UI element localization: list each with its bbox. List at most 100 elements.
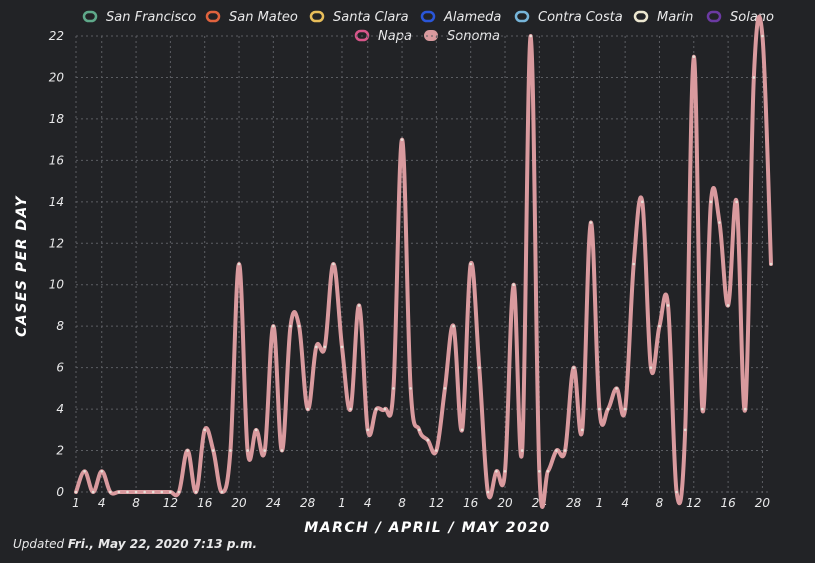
data-point[interactable] <box>306 407 309 411</box>
data-point[interactable] <box>615 387 618 390</box>
data-point[interactable] <box>606 407 610 411</box>
data-point[interactable] <box>383 407 387 411</box>
data-point[interactable] <box>203 428 207 432</box>
data-point[interactable] <box>220 490 224 494</box>
data-point[interactable] <box>477 366 481 369</box>
data-point[interactable] <box>332 262 335 266</box>
data-point[interactable] <box>658 324 661 328</box>
data-point[interactable] <box>572 366 575 369</box>
data-point[interactable] <box>409 387 412 390</box>
data-point[interactable] <box>640 200 644 204</box>
data-point[interactable] <box>735 200 738 204</box>
data-point[interactable] <box>357 304 361 307</box>
legend-item-san-francisco[interactable]: San Francisco <box>82 10 196 25</box>
data-point[interactable] <box>675 490 678 494</box>
data-point[interactable] <box>692 55 696 59</box>
data-point[interactable] <box>109 490 112 494</box>
x-tick-label: 28 <box>566 496 582 510</box>
data-point[interactable] <box>280 449 284 452</box>
data-point[interactable] <box>186 449 189 452</box>
legend-swatch <box>309 10 325 23</box>
data-point[interactable] <box>366 428 370 432</box>
data-point[interactable] <box>495 469 498 473</box>
data-point[interactable] <box>460 428 464 432</box>
data-point[interactable] <box>91 490 95 494</box>
data-point[interactable] <box>375 407 378 411</box>
data-point[interactable] <box>400 138 404 141</box>
data-point[interactable] <box>563 449 567 452</box>
data-point[interactable] <box>246 449 249 452</box>
data-point[interactable] <box>649 366 653 369</box>
legend-item-alameda[interactable]: Alameda <box>420 10 501 25</box>
data-point[interactable] <box>683 428 687 432</box>
data-point[interactable] <box>623 407 627 411</box>
data-point[interactable] <box>229 449 232 452</box>
data-point[interactable] <box>297 324 301 328</box>
legend-label: Marin <box>657 10 693 25</box>
data-point[interactable] <box>486 490 490 494</box>
data-point[interactable] <box>160 490 164 494</box>
data-point[interactable] <box>743 407 747 411</box>
x-tick-label: 1 <box>596 496 604 510</box>
data-point[interactable] <box>211 449 215 452</box>
data-point[interactable] <box>323 345 327 349</box>
data-point[interactable] <box>546 469 550 473</box>
legend-item-san-mateo[interactable]: San Mateo <box>205 10 298 25</box>
data-point[interactable] <box>263 449 267 452</box>
x-axis-title: MARCH / APRIL / MAY 2020 <box>304 520 550 536</box>
data-point[interactable] <box>237 262 241 266</box>
data-point[interactable] <box>340 345 344 349</box>
data-point[interactable] <box>666 304 670 307</box>
data-point[interactable] <box>520 449 524 452</box>
data-point[interactable] <box>417 428 421 432</box>
data-point[interactable] <box>349 407 352 411</box>
data-point[interactable] <box>598 407 601 411</box>
data-point[interactable] <box>761 34 764 38</box>
data-point[interactable] <box>538 469 541 473</box>
data-point[interactable] <box>169 490 172 494</box>
data-point[interactable] <box>580 428 584 432</box>
data-point[interactable] <box>435 449 438 452</box>
data-point[interactable] <box>503 469 507 473</box>
data-point[interactable] <box>74 490 78 494</box>
data-point[interactable] <box>194 490 198 494</box>
data-point[interactable] <box>632 262 636 266</box>
data-point[interactable] <box>314 345 318 349</box>
legend-item-contra-costa[interactable]: Contra Costa <box>514 10 623 25</box>
data-point[interactable] <box>752 76 756 79</box>
data-point[interactable] <box>555 449 558 452</box>
data-point[interactable] <box>134 490 138 494</box>
x-tick-label: 20 <box>497 496 513 510</box>
data-point[interactable] <box>443 387 447 390</box>
data-point[interactable] <box>718 221 721 224</box>
data-point[interactable] <box>426 438 430 442</box>
legend-item-solano[interactable]: Solano <box>706 10 774 25</box>
data-point[interactable] <box>83 469 86 473</box>
data-point[interactable] <box>117 490 121 494</box>
data-point[interactable] <box>529 34 533 38</box>
data-point[interactable] <box>126 490 129 494</box>
data-point[interactable] <box>272 324 275 328</box>
data-point[interactable] <box>769 262 773 266</box>
data-point[interactable] <box>289 324 292 328</box>
data-point[interactable] <box>452 324 455 328</box>
legend-swatch <box>514 10 530 23</box>
data-point[interactable] <box>512 283 515 287</box>
data-point[interactable] <box>151 490 155 494</box>
data-point[interactable] <box>392 387 395 390</box>
data-point[interactable] <box>589 221 593 224</box>
legend-item-santa-clara[interactable]: Santa Clara <box>309 10 409 25</box>
data-point[interactable] <box>177 490 181 494</box>
data-point[interactable] <box>726 304 730 307</box>
legend-item-marin[interactable]: Marin <box>633 10 693 25</box>
data-point[interactable] <box>254 428 258 432</box>
data-point[interactable] <box>100 469 104 473</box>
footer-prefix: Updated <box>13 537 65 551</box>
data-point[interactable] <box>469 262 472 266</box>
data-point[interactable] <box>143 490 146 494</box>
data-point[interactable] <box>709 200 713 204</box>
series-layer <box>74 14 773 509</box>
x-tick-label: 8 <box>398 496 406 510</box>
y-tick-label: 14 <box>49 195 64 209</box>
data-point[interactable] <box>701 407 704 411</box>
